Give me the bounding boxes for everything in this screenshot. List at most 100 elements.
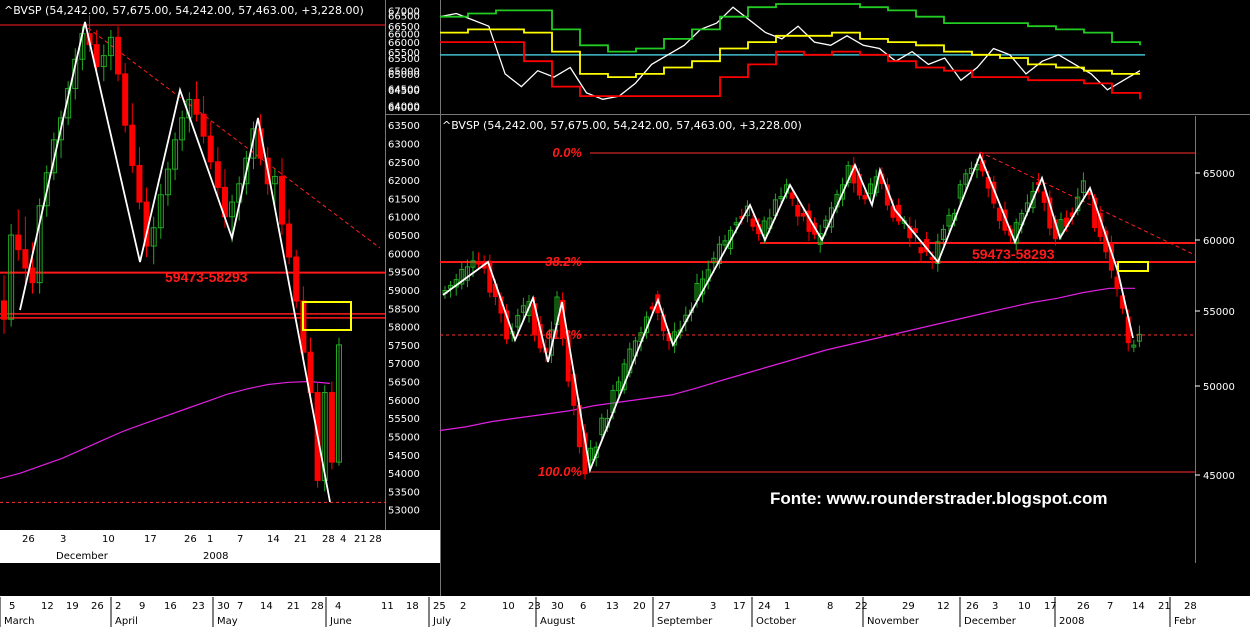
left-y-tick: 56500 [388, 378, 420, 389]
left-x-day-label: 21 [354, 534, 367, 545]
left-candle [321, 392, 328, 481]
left-highlight-box [302, 301, 352, 331]
main-y-tick: 65000 [1203, 169, 1235, 180]
left-y-tick: 60000 [388, 249, 420, 260]
bottom-day-label: 13 [606, 601, 619, 612]
left-y-tick: 62000 [388, 176, 420, 187]
bottom-day-label: 5 [9, 601, 15, 612]
top-left-border [385, 0, 386, 116]
bottom-day-label: 26 [1077, 601, 1090, 612]
left-zigzag [19, 21, 331, 503]
main-candle [795, 204, 801, 217]
left-y-tick: 64000 [388, 103, 420, 114]
main-y-tick: 50000 [1203, 382, 1235, 393]
bottom-month-label: March [4, 616, 34, 627]
left-x-day-label: 28 [369, 534, 382, 545]
main-candle [487, 260, 493, 293]
main-panel: 53000 53500 54000 54500 55000 55500 56000 56500… [388, 11, 1235, 596]
bottom-day-label: 21 [287, 601, 300, 612]
main-candle [1136, 333, 1142, 342]
bottom-day-label: 3 [992, 601, 998, 612]
bottom-day-label: 20 [633, 601, 646, 612]
bottom-day-label: 8 [827, 601, 833, 612]
left-candle [150, 227, 157, 247]
main-candle [711, 257, 717, 264]
main-candle [504, 310, 510, 340]
bottom-month-label: Febr [1174, 616, 1197, 627]
main-candle [800, 212, 806, 217]
top-green-line [440, 3, 1141, 53]
left-candle [29, 267, 36, 284]
left-y-tick: 59500 [388, 268, 420, 279]
top-plot-left-border [440, 0, 441, 116]
bottom-day-label: 7 [1107, 601, 1113, 612]
bottom-right-gap [1195, 563, 1250, 596]
main-y-tick: 60000 [1203, 236, 1235, 247]
main-candle [868, 183, 874, 195]
left-candle [1, 300, 7, 320]
main-left-border [440, 116, 441, 596]
bottom-day-label: 12 [937, 601, 950, 612]
left-x-day-label: 3 [60, 534, 66, 545]
main-candle [520, 305, 526, 313]
left-y-tick: 58000 [388, 323, 420, 334]
left-y-tick: 56000 [388, 396, 420, 407]
left-candle [22, 249, 29, 269]
main-candle [733, 222, 739, 226]
left-candle [286, 223, 293, 258]
left-moving-average [0, 380, 331, 480]
main-candle [459, 268, 465, 285]
bottom-day-label: 9 [139, 601, 145, 612]
left-x-day-label: 7 [237, 534, 243, 545]
left-plot-border [385, 0, 386, 530]
bottom-month-label: September [657, 616, 713, 627]
bottom-month-label: August [540, 616, 575, 627]
left-candle [36, 205, 43, 284]
left-y-tick: 55000 [388, 432, 420, 443]
left-x-day-label: 14 [267, 534, 280, 545]
main-candle [728, 229, 734, 250]
left-x-day-label: 17 [144, 534, 157, 545]
main-candle [918, 247, 924, 254]
left-candle [179, 117, 186, 141]
main-candle [588, 447, 594, 461]
main-credit: Fonte: www.rounderstrader.blogspot.com [770, 489, 1108, 508]
top-bottom-border [385, 114, 1250, 115]
left-y-tick: 58500 [388, 304, 420, 315]
left-y-tick: 65000 [388, 66, 420, 77]
main-candle [464, 266, 470, 281]
top-y-tick: 65500 [388, 54, 420, 65]
main-candle [515, 314, 521, 328]
main-candle [716, 243, 722, 264]
left-candle [157, 194, 164, 229]
bottom-day-label: 28 [311, 601, 324, 612]
left-y-tick: 66000 [388, 30, 420, 41]
main-candle [722, 240, 728, 246]
left-y-tick: 63000 [388, 139, 420, 150]
top-y-tick: 64000 [388, 102, 420, 113]
bottom-day-label: 12 [41, 601, 54, 612]
left-y-tick: 54500 [388, 451, 420, 462]
bottom-day-label: 1 [784, 601, 790, 612]
top-red-line [440, 41, 1141, 100]
top-y-tick: 67000 [388, 6, 420, 17]
top-y-tick: 66500 [388, 22, 420, 33]
left-x-day-label: 26 [22, 534, 35, 545]
main-candle [862, 195, 868, 200]
main-y-tick: 45000 [1203, 471, 1235, 482]
main-candle [476, 261, 482, 265]
main-candle [616, 381, 622, 392]
top-y-tick: 64500 [388, 86, 420, 97]
main-candle [828, 207, 834, 228]
main-moving-average [439, 287, 1135, 432]
main-right-border [1195, 116, 1196, 596]
bottom-day-label: 7 [237, 601, 243, 612]
bottom-day-label: 10 [502, 601, 515, 612]
left-candle [50, 139, 57, 174]
bottom-day-label: 22 [855, 601, 868, 612]
main-range-label: 59473-58293 [972, 246, 1055, 262]
left-y-tick: 66500 [388, 11, 420, 22]
left-candle [200, 113, 207, 137]
bottom-day-label: 24 [758, 601, 771, 612]
bottom-day-label: 3 [710, 601, 716, 612]
